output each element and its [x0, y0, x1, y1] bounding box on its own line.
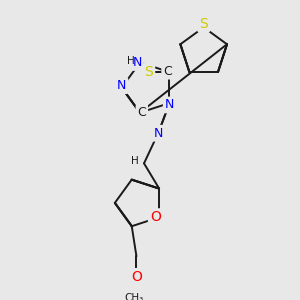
- Text: N: N: [165, 98, 174, 112]
- Text: C: C: [137, 106, 146, 119]
- Text: N: N: [154, 127, 163, 140]
- Text: N: N: [117, 79, 126, 92]
- Text: N: N: [133, 56, 142, 69]
- Text: S: S: [144, 65, 153, 79]
- Text: C: C: [163, 64, 172, 78]
- Text: O: O: [131, 270, 142, 284]
- Text: CH₃: CH₃: [124, 293, 143, 300]
- Text: S: S: [199, 16, 208, 31]
- Text: O: O: [150, 210, 161, 224]
- Text: H: H: [131, 157, 139, 166]
- Text: H: H: [127, 56, 134, 66]
